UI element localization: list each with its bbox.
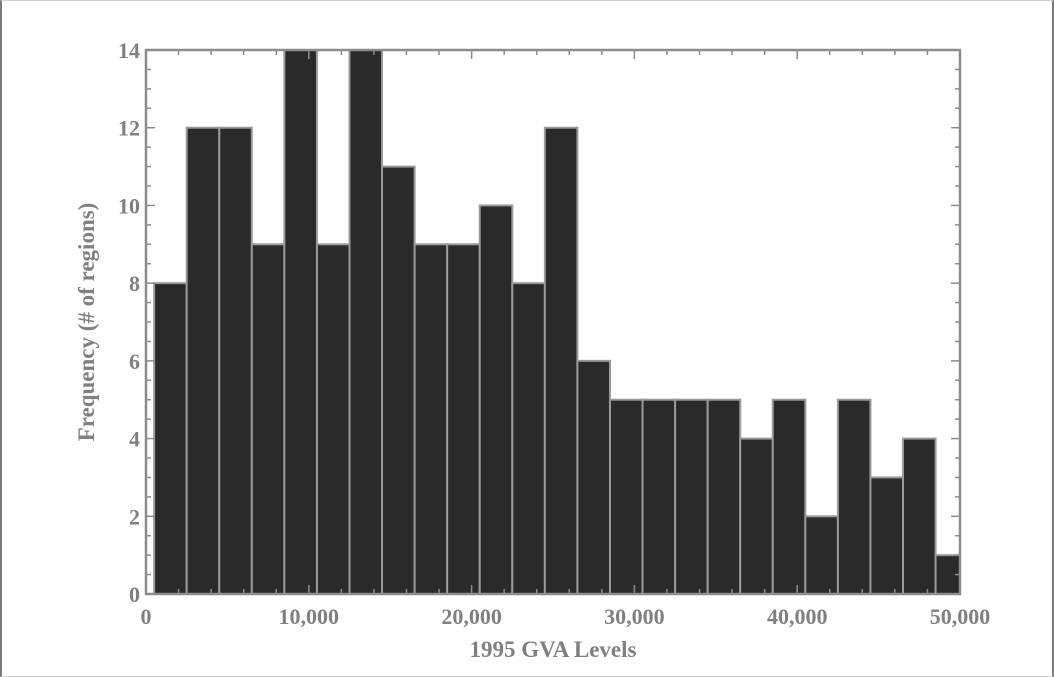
histogram-bar-13 [576,359,611,595]
histogram-bar-5 [315,243,351,596]
histogram-bar-15 [641,398,677,596]
histogram-bar-18 [739,437,774,596]
ticks-group [145,49,961,595]
histogram-bar-21 [836,398,872,596]
histogram-bar-16 [674,398,709,596]
histogram-bar-4 [283,49,318,595]
y-tick-label-1: 2 [129,504,140,529]
y-tick-label-5: 10 [118,193,140,218]
histogram-bar-12 [543,126,579,595]
histogram-bar-19 [771,398,807,596]
histogram-bar-17 [706,398,742,596]
y-tick-label-4: 8 [129,271,140,296]
histogram-bar-10 [478,204,514,596]
histogram-bar-6 [348,49,384,595]
x-axis-label: 1995 GVA Levels [470,637,637,662]
histogram-bar-8 [413,243,449,596]
y-axis-label: Frequency (# of regions) [74,203,99,442]
histogram-bar-22 [869,476,905,595]
histogram-bar-2 [218,126,253,595]
y-tick-label-3: 6 [129,349,140,374]
histogram-bar-3 [250,243,286,596]
y-tick-label-7: 14 [118,38,140,63]
y-tick-label-6: 12 [118,116,140,141]
histogram-bar-7 [381,165,416,595]
y-tick-label-2: 4 [129,427,140,452]
x-tick-label-4: 40,000 [767,604,828,629]
x-tick-label-3: 30,000 [604,604,665,629]
histogram-bar-1 [185,126,221,595]
x-tick-label-2: 20,000 [441,604,502,629]
histogram-bar-14 [608,398,644,596]
x-tick-label-0: 0 [141,604,152,629]
x-tick-label-1: 10,000 [279,604,340,629]
histogram-bar-0 [153,282,188,595]
histogram-bar-9 [446,243,481,596]
x-tick-label-5: 50,000 [930,604,991,629]
y-tick-label-0: 0 [129,582,140,607]
histogram-bar-11 [511,282,546,595]
histogram-bar-20 [804,515,839,595]
bars-group [153,49,962,596]
tick-labels-group: 0 10,000 20,000 30,000 40,000 50,000 0 2 4 6 8 10 12… [118,38,990,629]
histogram-bar-23 [902,437,937,596]
